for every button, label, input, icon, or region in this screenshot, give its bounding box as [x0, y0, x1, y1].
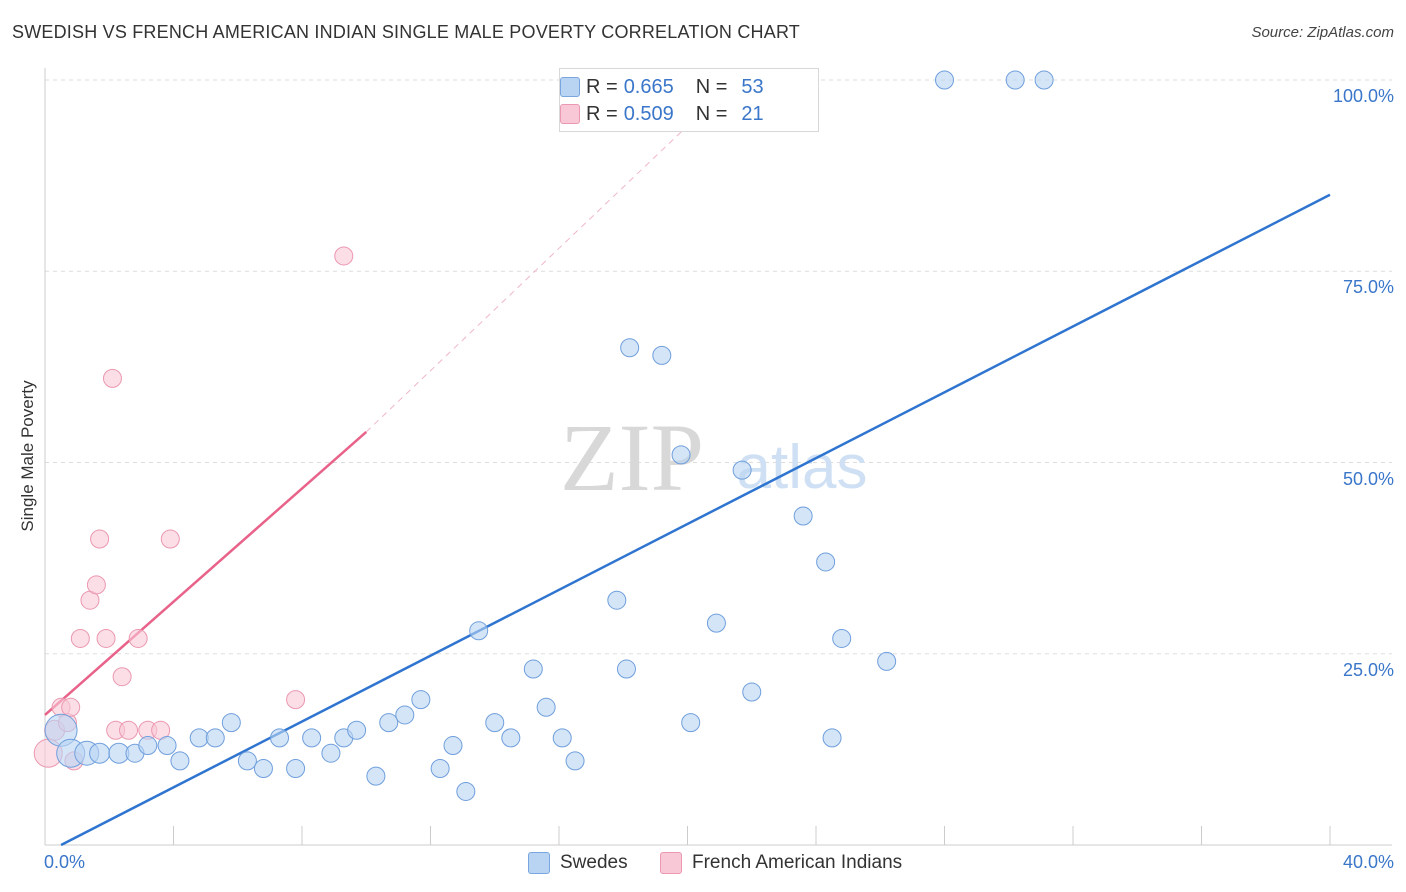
point-french	[86, 575, 106, 595]
point-french	[90, 529, 110, 549]
point-swedes	[205, 728, 225, 748]
point-swedes	[1005, 70, 1025, 90]
point-swedes	[742, 682, 762, 702]
legend-r-label: R =	[586, 102, 618, 125]
point-swedes	[816, 552, 836, 572]
legend-n-label: N =	[695, 102, 728, 125]
point-swedes	[501, 728, 521, 748]
point-swedes	[366, 766, 386, 786]
point-swedes	[253, 759, 273, 778]
legend-n-value: 21	[741, 102, 764, 125]
point-swedes	[157, 736, 177, 756]
y-tick-label: 25.0%	[1342, 659, 1394, 680]
point-swedes	[552, 728, 572, 748]
point-french	[286, 690, 306, 710]
legend-r-label: R =	[586, 75, 618, 98]
legend-row-french: R = 0.509 N = 21	[560, 101, 764, 127]
point-french	[61, 697, 81, 717]
point-swedes	[565, 751, 585, 771]
legend-row-swedes: R = 0.665 N = 53	[560, 74, 764, 100]
point-swedes	[347, 720, 367, 740]
watermark-atlas: atlas	[737, 433, 868, 502]
point-swedes	[379, 713, 399, 733]
point-swedes	[793, 506, 813, 526]
point-french	[119, 720, 139, 740]
point-swedes	[822, 728, 842, 748]
point-swedes	[1034, 70, 1054, 90]
point-swedes	[536, 697, 556, 717]
source-label: Source: ZipAtlas.com	[1251, 24, 1394, 41]
point-french	[102, 368, 122, 388]
watermark: ZIP atlas	[560, 404, 867, 511]
point-french	[70, 628, 90, 648]
point-swedes	[237, 751, 257, 771]
point-swedes	[523, 659, 543, 679]
point-french	[334, 246, 354, 266]
point-swedes	[732, 460, 752, 480]
x-tick-label-min: 0.0%	[44, 852, 86, 872]
point-swedes	[302, 728, 322, 748]
point-swedes	[620, 338, 640, 358]
trend-line-french-extension	[365, 79, 737, 433]
gridlines	[45, 79, 1392, 655]
point-swedes	[671, 445, 691, 465]
legend-swatch-swedes	[560, 77, 580, 97]
x-tick-label-max: 40.0%	[1342, 852, 1394, 872]
point-french	[160, 529, 180, 549]
legend-r-value: 0.665	[623, 75, 674, 98]
point-swedes	[616, 659, 636, 679]
point-swedes	[935, 70, 954, 90]
point-french	[112, 667, 132, 687]
point-swedes	[877, 651, 897, 671]
point-french	[128, 628, 148, 648]
point-swedes	[443, 736, 463, 756]
series-legend-swedes[interactable]: Swedes	[528, 852, 628, 874]
series-legend-french[interactable]: French American Indians	[660, 852, 902, 874]
point-swedes	[469, 621, 489, 641]
point-swedes	[832, 628, 852, 648]
point-swedes	[89, 742, 111, 764]
point-swedes	[138, 736, 158, 756]
point-swedes	[221, 713, 241, 733]
point-swedes	[395, 705, 415, 725]
trend-line-french	[44, 430, 368, 716]
legend-n-value: 53	[741, 75, 764, 98]
legend-n-label: N =	[695, 75, 728, 98]
point-swedes	[456, 781, 476, 801]
point-swedes	[189, 728, 209, 748]
correlation-legend: R = 0.665 N = 53 R = 0.509 N = 21	[559, 68, 819, 132]
y-tick-label: 50.0%	[1342, 468, 1394, 489]
series-label-swedes: Swedes	[560, 852, 628, 873]
chart-title: SWEDISH VS FRENCH AMERICAN INDIAN SINGLE…	[12, 22, 801, 42]
series-swatch-swedes	[528, 852, 550, 874]
series-label-french: French American Indians	[692, 852, 903, 873]
data-points	[33, 70, 1054, 801]
series-swatch-french	[660, 852, 682, 874]
point-swedes	[286, 759, 306, 778]
point-french	[96, 628, 116, 648]
point-swedes	[411, 690, 431, 710]
y-tick-label: 100.0%	[1332, 86, 1394, 106]
y-tick-label: 75.0%	[1342, 277, 1394, 298]
point-swedes	[485, 713, 505, 733]
point-swedes	[170, 751, 190, 771]
point-swedes	[270, 728, 290, 748]
point-swedes	[321, 743, 341, 763]
legend-swatch-french	[560, 104, 580, 124]
point-swedes	[681, 713, 701, 733]
point-swedes	[430, 759, 450, 778]
point-swedes	[607, 590, 627, 610]
series-legend: Swedes French American Indians	[0, 852, 1406, 878]
point-swedes	[706, 613, 726, 633]
y-axis-label: Single Male Poverty	[18, 380, 37, 532]
legend-r-value: 0.509	[623, 102, 674, 125]
trend-line-swedes	[60, 193, 1331, 847]
axes	[44, 68, 1392, 846]
point-swedes	[652, 345, 672, 365]
